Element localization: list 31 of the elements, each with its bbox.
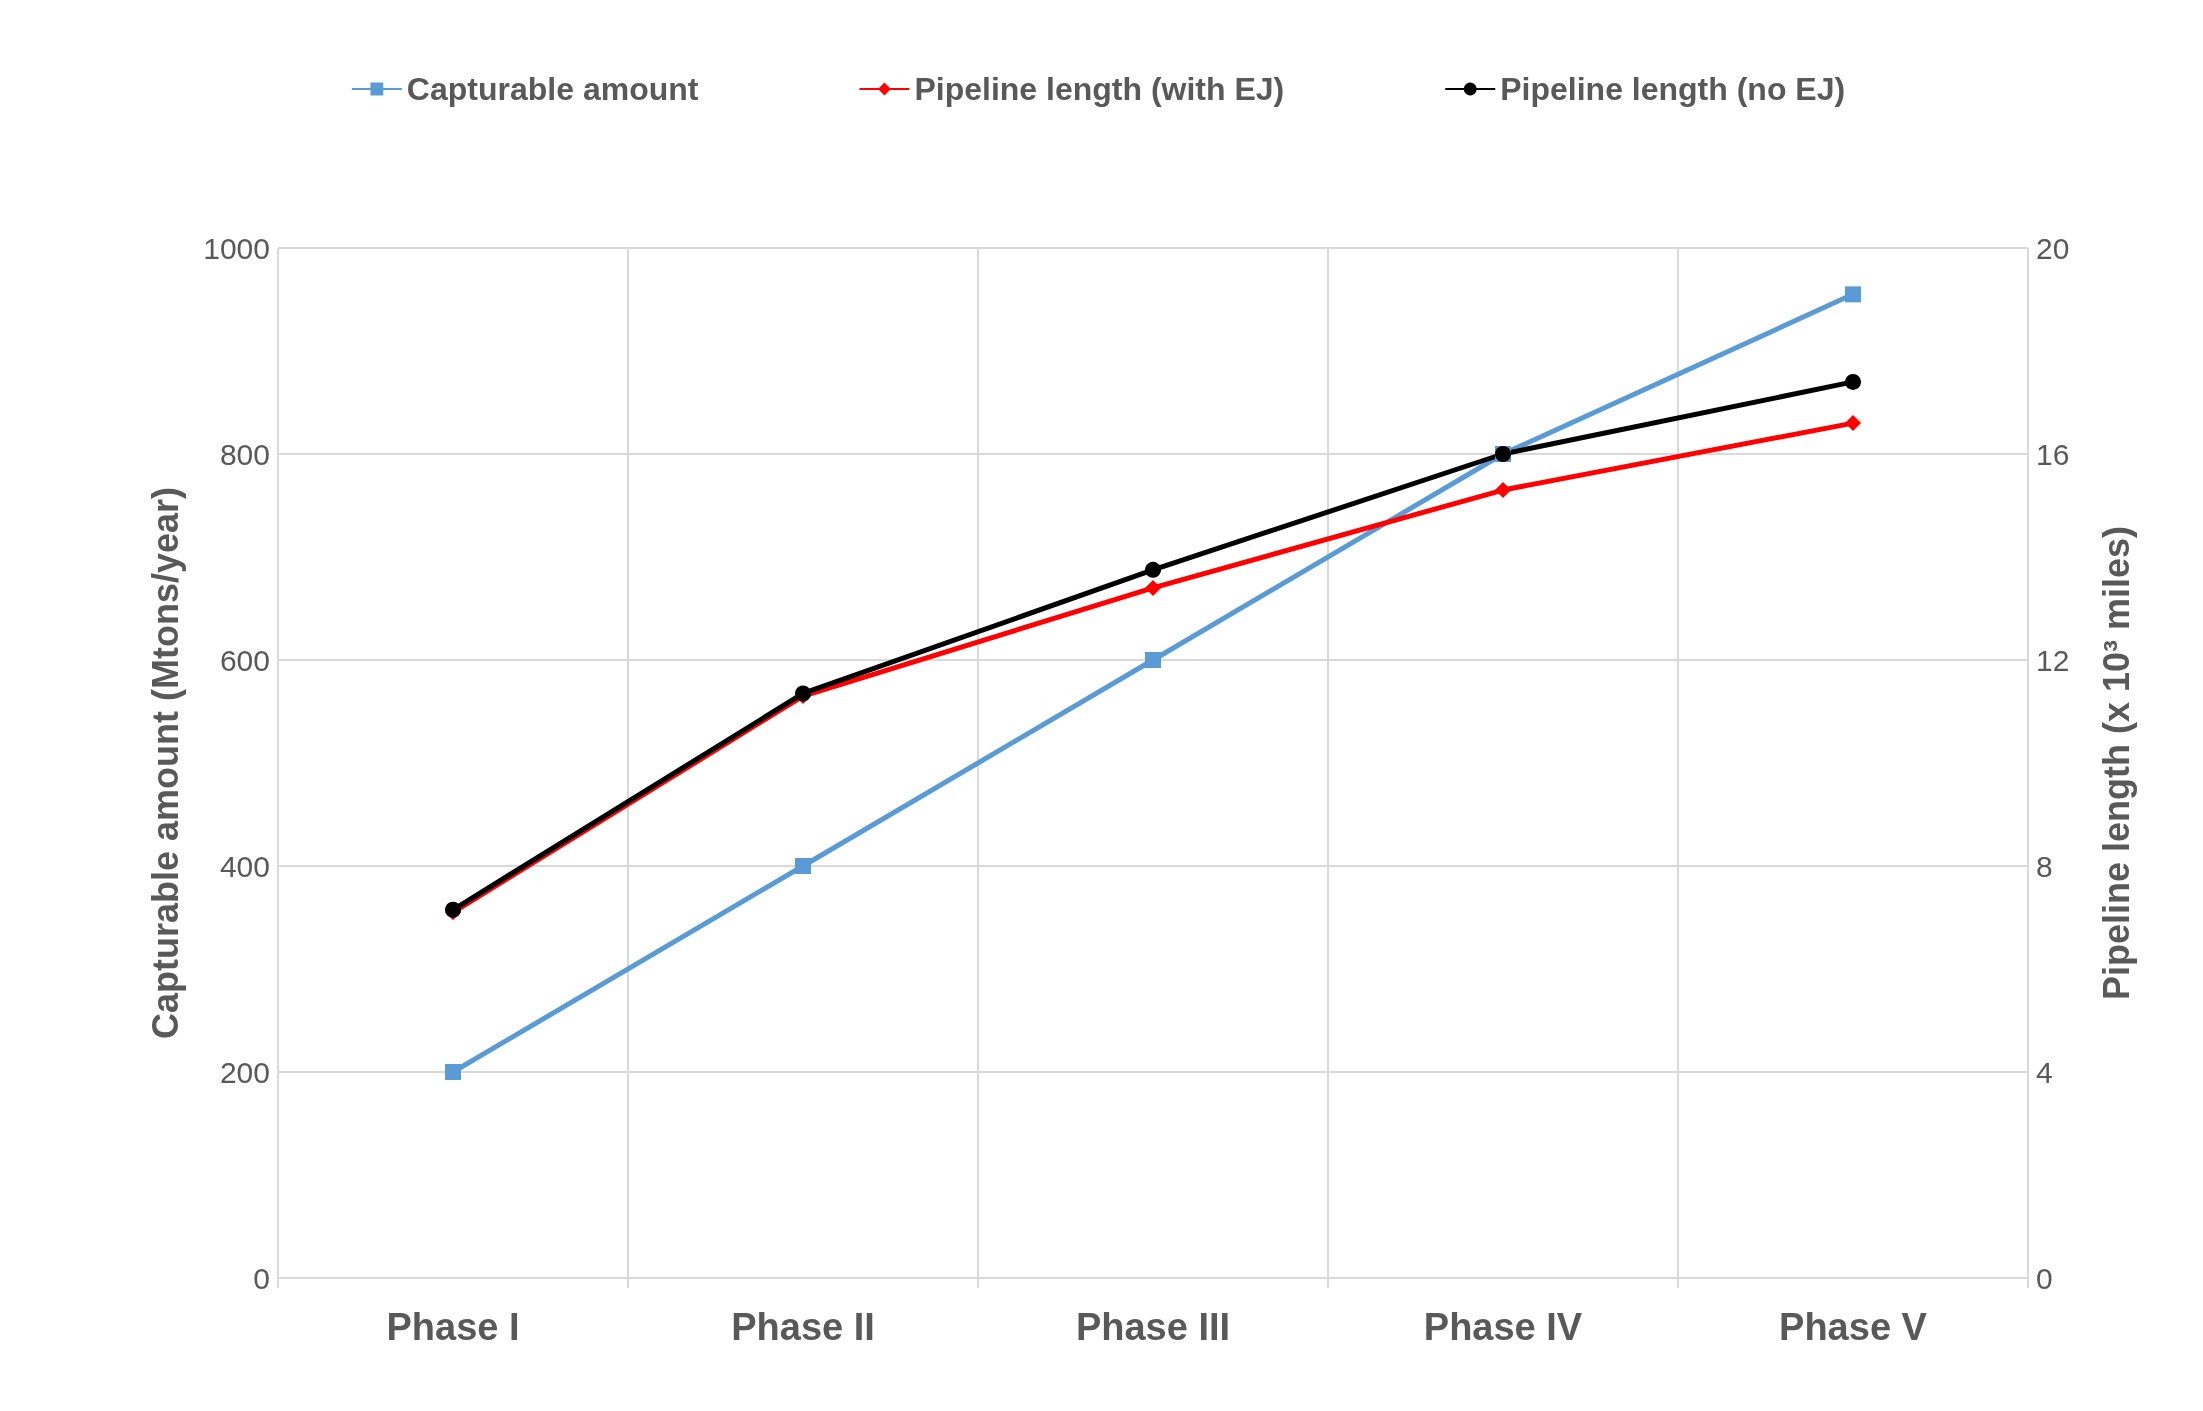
legend-label: Pipeline length (no EJ) xyxy=(1500,71,1846,107)
legend-label: Capturable amount xyxy=(406,71,699,107)
point xyxy=(1145,579,1161,596)
x-tick-label: Phase I xyxy=(386,1306,520,1348)
y2-tick-label: 20 xyxy=(2036,231,2070,265)
x-tick-label: Phase III xyxy=(1075,1306,1231,1348)
y2-tick-label: 0 xyxy=(2036,1261,2053,1295)
point xyxy=(1845,415,1861,432)
y-tick-label: 200 xyxy=(219,1055,270,1089)
point xyxy=(1495,482,1511,499)
point xyxy=(1145,561,1161,578)
point xyxy=(445,1064,461,1080)
point xyxy=(1845,373,1861,390)
y2-axis-title: Pipeline length (x 10³ miles) xyxy=(2095,525,2137,1001)
y-tick-label: 800 xyxy=(219,437,270,471)
point xyxy=(795,858,811,874)
y2-tick-label: 8 xyxy=(2036,849,2053,883)
y2-tick-label: 4 xyxy=(2036,1055,2053,1089)
y2-tick-label: 12 xyxy=(2036,643,2070,677)
x-tick-label: Phase IV xyxy=(1423,1306,1583,1348)
y-axis-title: Capturable amount (Mtons/year) xyxy=(144,486,186,1040)
point xyxy=(1145,652,1161,668)
x-tick-label: Phase V xyxy=(1779,1306,1928,1348)
y-tick-label: 0 xyxy=(253,1261,270,1295)
point xyxy=(1845,286,1861,303)
y-tick-label: 400 xyxy=(219,849,270,883)
y-tick-label: 1000 xyxy=(203,231,270,265)
x-tick-label: Phase II xyxy=(731,1306,875,1348)
legend-label: Pipeline length (with EJ) xyxy=(914,71,1285,107)
y2-tick-label: 16 xyxy=(2036,437,2070,471)
y-tick-label: 600 xyxy=(219,643,270,677)
